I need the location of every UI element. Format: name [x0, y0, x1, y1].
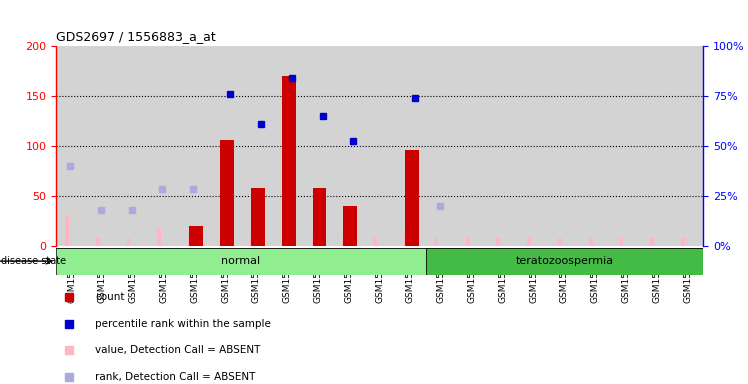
- Text: count: count: [95, 291, 124, 302]
- Bar: [404, 234, 408, 246]
- Bar: [456, 46, 488, 246]
- Bar: [334, 46, 364, 246]
- Bar: [56, 248, 426, 275]
- Bar: [651, 238, 654, 246]
- Bar: [558, 238, 562, 246]
- Bar: [241, 46, 272, 246]
- Bar: [311, 238, 315, 246]
- Bar: [580, 46, 610, 246]
- Text: teratozoospermia: teratozoospermia: [515, 256, 613, 266]
- Bar: [149, 46, 180, 246]
- Bar: [272, 46, 303, 246]
- Text: disease state: disease state: [1, 256, 66, 266]
- Bar: [642, 46, 672, 246]
- Bar: [405, 150, 419, 246]
- Text: normal: normal: [221, 256, 260, 266]
- Bar: [549, 46, 580, 246]
- Bar: [488, 46, 518, 246]
- Bar: [303, 46, 334, 246]
- Text: percentile rank within the sample: percentile rank within the sample: [95, 318, 271, 329]
- Bar: [210, 46, 241, 246]
- Bar: [56, 46, 87, 246]
- Bar: [465, 238, 469, 246]
- Text: rank, Detection Call = ABSENT: rank, Detection Call = ABSENT: [95, 372, 255, 382]
- Bar: [373, 238, 377, 246]
- Bar: [518, 46, 549, 246]
- Bar: [313, 188, 326, 246]
- Bar: [497, 238, 500, 246]
- Bar: [426, 248, 703, 275]
- Bar: [188, 238, 192, 246]
- Bar: [96, 238, 99, 246]
- Bar: [426, 46, 456, 246]
- Bar: [619, 238, 623, 246]
- Bar: [280, 238, 284, 246]
- Bar: [589, 238, 592, 246]
- Bar: [364, 46, 395, 246]
- Bar: [158, 228, 161, 246]
- Bar: [395, 46, 426, 246]
- Bar: [126, 238, 130, 246]
- Bar: [219, 238, 223, 246]
- Bar: [87, 46, 117, 246]
- Bar: [65, 216, 69, 246]
- Bar: [527, 238, 531, 246]
- Bar: [189, 226, 203, 246]
- Text: GDS2697 / 1556883_a_at: GDS2697 / 1556883_a_at: [56, 30, 216, 43]
- Bar: [343, 238, 346, 246]
- Bar: [672, 46, 703, 246]
- Text: value, Detection Call = ABSENT: value, Detection Call = ABSENT: [95, 345, 260, 356]
- Bar: [220, 140, 234, 246]
- Bar: [180, 46, 210, 246]
- Bar: [343, 206, 358, 246]
- Bar: [282, 76, 295, 246]
- Bar: [251, 188, 265, 246]
- Bar: [250, 238, 254, 246]
- Bar: [610, 46, 642, 246]
- Bar: [681, 238, 685, 246]
- Bar: [117, 46, 149, 246]
- Bar: [435, 238, 438, 246]
